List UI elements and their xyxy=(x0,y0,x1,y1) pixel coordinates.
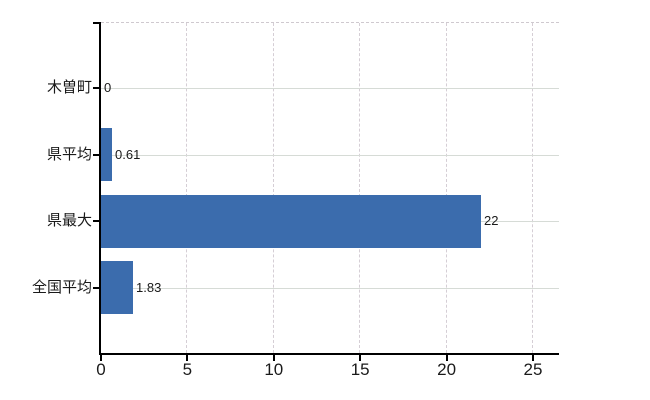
y-axis-tick xyxy=(93,220,99,222)
vertical-gridline xyxy=(186,23,188,353)
bar xyxy=(101,195,481,248)
x-tick-label: 0 xyxy=(96,360,106,379)
y-axis-tick xyxy=(93,87,99,89)
vertical-gridline xyxy=(532,23,533,353)
y-axis-line xyxy=(99,22,101,354)
y-axis-end-tick xyxy=(93,22,99,24)
vertical-gridline xyxy=(359,23,361,353)
bar xyxy=(101,128,112,181)
bar xyxy=(101,261,133,314)
x-axis-tick xyxy=(445,355,448,361)
horizontal-gridline xyxy=(101,88,559,89)
horizontal-gridline xyxy=(101,288,559,289)
y-axis-tick xyxy=(93,287,99,289)
horizontal-gridline xyxy=(101,155,559,156)
x-axis-tick xyxy=(272,355,275,361)
bar-value-label: 0.61 xyxy=(115,147,141,162)
x-tick-label: 20 xyxy=(437,360,457,379)
plot-top-border xyxy=(101,22,559,23)
category-label: 県最大 xyxy=(46,212,92,229)
y-axis-tick xyxy=(93,154,99,156)
bar-value-label: 22 xyxy=(484,213,499,228)
category-label: 県平均 xyxy=(46,146,92,163)
x-tick-label: 25 xyxy=(523,360,543,379)
x-tick-label: 10 xyxy=(264,360,284,379)
x-axis-tick xyxy=(100,355,102,361)
category-label: 全国平均 xyxy=(31,279,92,296)
x-tick-label: 5 xyxy=(182,360,193,379)
x-axis-line xyxy=(99,353,559,355)
bar-value-label: 1.83 xyxy=(136,280,162,295)
x-tick-label: 15 xyxy=(350,360,370,379)
x-axis-tick xyxy=(359,355,362,361)
x-axis-tick xyxy=(186,355,189,361)
bar-value-label: 0 xyxy=(104,80,112,95)
vertical-gridline xyxy=(272,23,274,353)
vertical-gridline xyxy=(445,23,447,353)
category-label: 木曽町 xyxy=(46,79,92,96)
x-axis-tick xyxy=(532,355,534,361)
